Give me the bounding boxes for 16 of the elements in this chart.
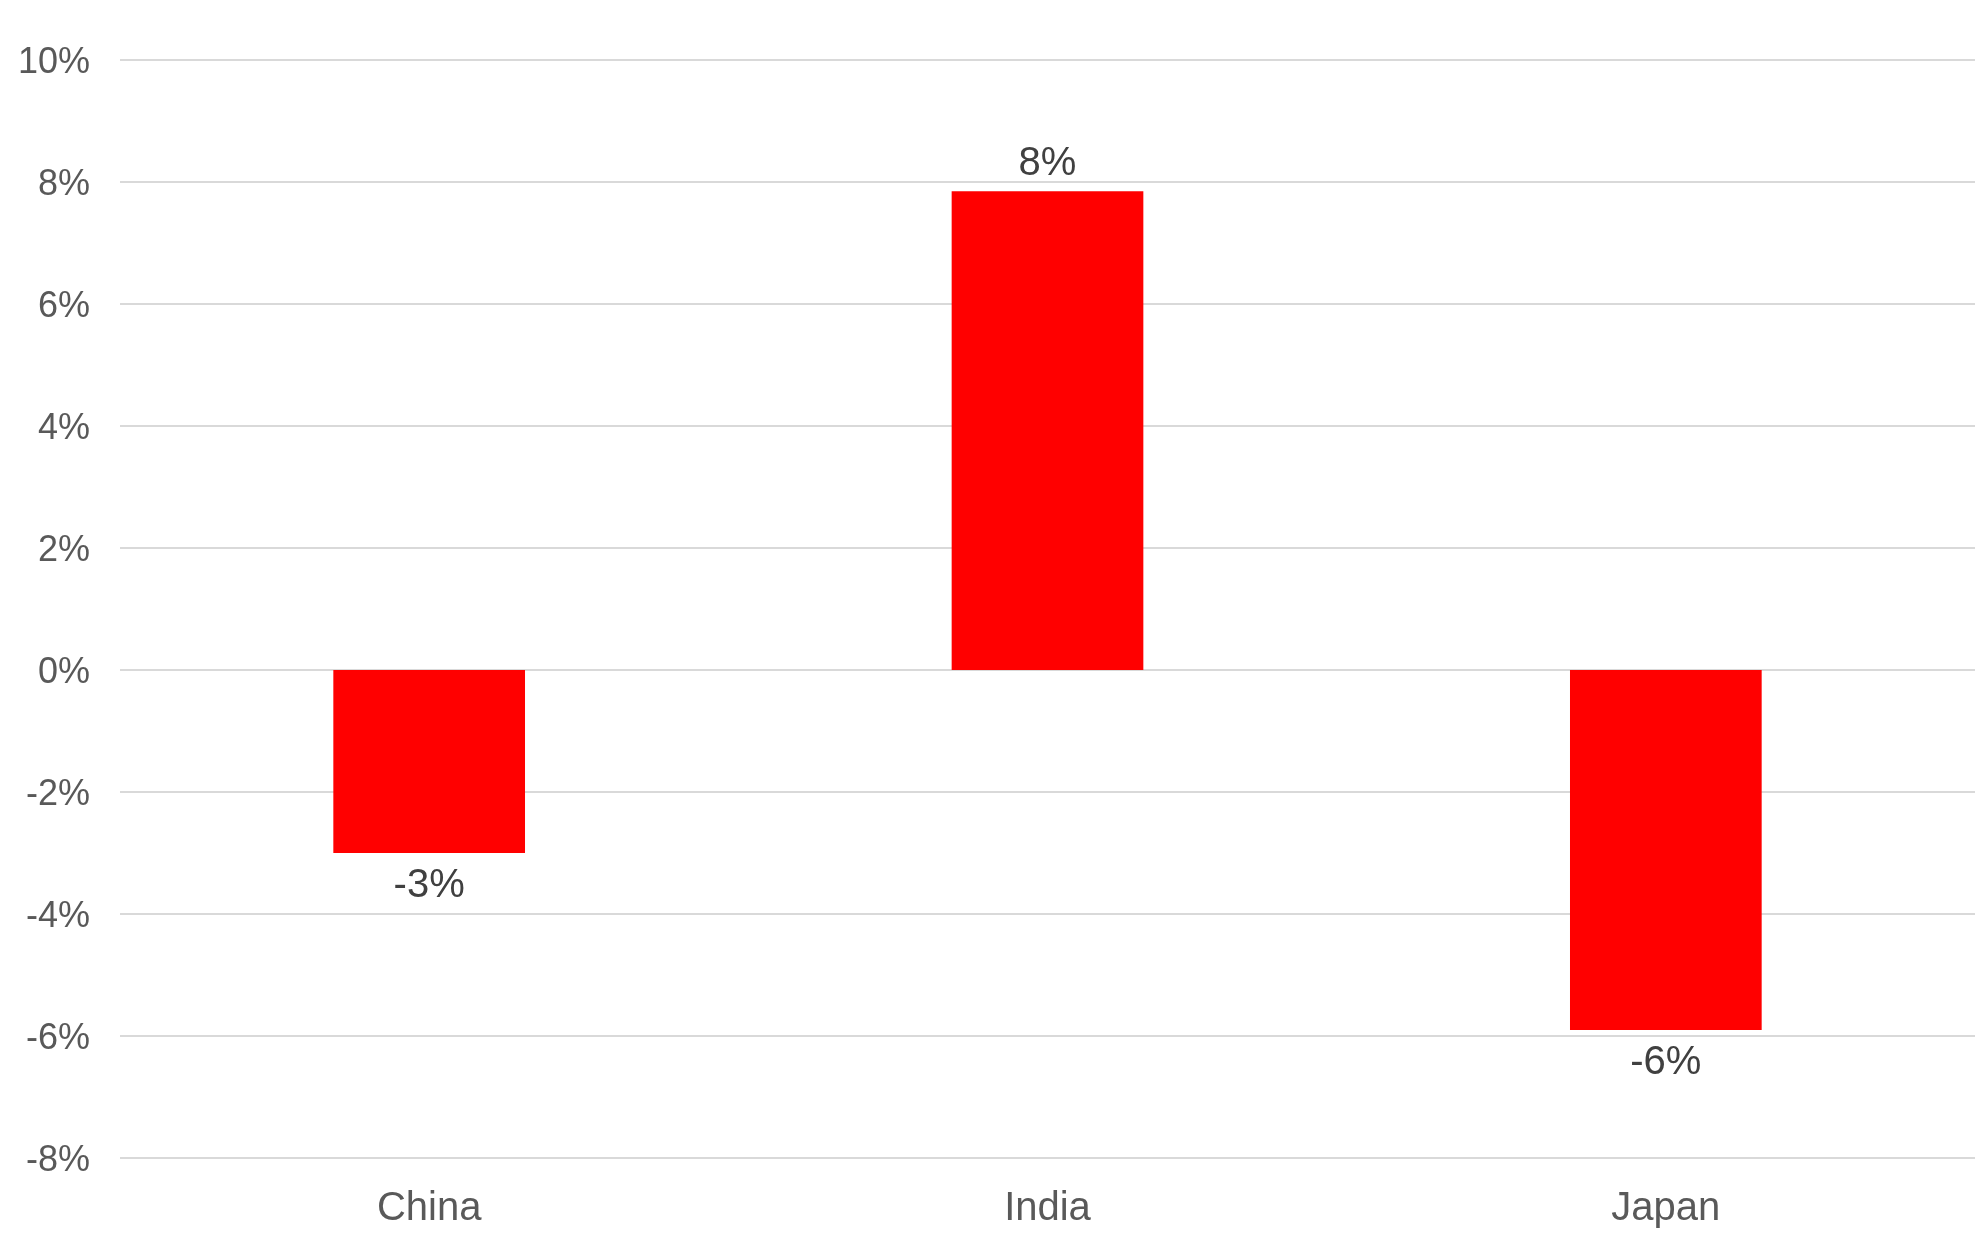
y-tick-label: 0% <box>37 649 90 691</box>
y-tick-label: 10% <box>17 39 90 81</box>
y-tick-label: -2% <box>25 771 90 813</box>
y-tick-label: 4% <box>37 405 90 447</box>
y-tick-label: 8% <box>37 161 90 203</box>
y-tick-label: 2% <box>37 527 90 569</box>
x-tick-label: India <box>1004 1184 1092 1228</box>
y-tick-label: -6% <box>25 1015 90 1057</box>
x-tick-label: China <box>376 1184 483 1228</box>
data-label: -3% <box>393 861 465 905</box>
data-label: 8% <box>1018 139 1077 184</box>
y-tick-label: -4% <box>25 893 90 935</box>
y-tick-label: 6% <box>37 283 90 325</box>
y-tick-label: -8% <box>25 1137 90 1179</box>
x-tick-label: Japan <box>1611 1184 1721 1228</box>
data-label: -6% <box>1630 1037 1702 1082</box>
